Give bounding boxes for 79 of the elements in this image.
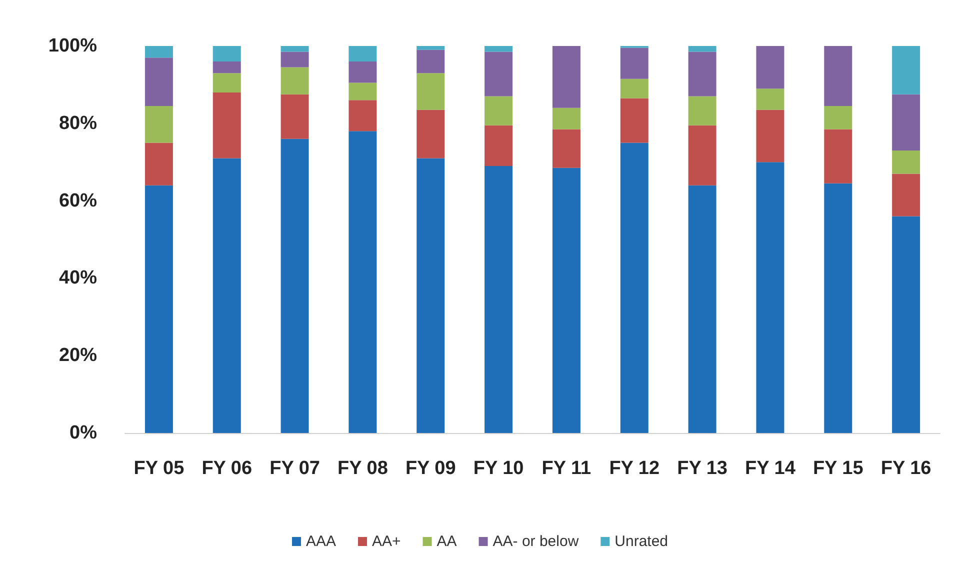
bar	[144, 142, 173, 186]
bar	[620, 142, 648, 433]
bar	[416, 158, 445, 433]
bar	[416, 73, 445, 110]
x-tick-label: FY 11	[542, 458, 592, 479]
bar	[280, 67, 309, 94]
bar	[756, 46, 784, 89]
x-tick-label: FY 13	[677, 458, 728, 479]
bar	[484, 52, 513, 96]
y-tick-label: 20%	[58, 345, 98, 366]
bar	[416, 110, 445, 158]
x-tick-label: FY 12	[609, 458, 660, 479]
y-tick-label: 100%	[48, 36, 98, 56]
bar	[824, 129, 852, 184]
bar	[892, 174, 920, 216]
bar	[348, 82, 377, 100]
x-tick-label: FY 14	[745, 458, 796, 479]
x-tick-label: FY 07	[270, 458, 320, 479]
bar	[552, 108, 580, 130]
bar	[280, 46, 309, 52]
bar	[824, 106, 852, 130]
bar	[348, 100, 377, 132]
bar	[348, 46, 377, 62]
bar	[824, 46, 852, 106]
bar	[212, 158, 241, 433]
bar	[892, 150, 920, 174]
bar	[756, 110, 784, 162]
bar	[484, 166, 513, 433]
bar	[688, 46, 716, 52]
bar	[892, 216, 920, 433]
bar	[552, 46, 580, 108]
bar	[688, 125, 716, 186]
bar	[620, 78, 648, 98]
x-tick-label: FY 05	[134, 458, 185, 479]
x-tick-label: FY 06	[202, 458, 252, 479]
bar	[144, 106, 173, 143]
bar	[620, 48, 648, 79]
y-tick-label: 0%	[70, 422, 98, 444]
bar	[892, 46, 920, 94]
bar	[416, 46, 445, 50]
y-tick-label: 80%	[58, 112, 98, 134]
bar	[348, 61, 377, 83]
x-tick-label: FY 16	[880, 458, 932, 479]
x-tick-label: FY 15	[812, 458, 864, 479]
bar	[212, 46, 241, 62]
bar	[756, 88, 784, 110]
bar	[144, 46, 173, 58]
y-tick-label: 40%	[58, 268, 98, 289]
bar	[824, 183, 852, 433]
bar	[552, 168, 580, 433]
bar	[484, 46, 513, 52]
bar	[484, 125, 513, 166]
bar	[756, 162, 784, 433]
bar	[348, 131, 377, 433]
bar	[144, 58, 173, 106]
bar	[688, 185, 716, 433]
y-tick-label: 60%	[58, 190, 98, 212]
bar	[212, 73, 241, 92]
bar	[144, 185, 173, 433]
bar	[280, 94, 309, 139]
legend-label: AA+	[372, 533, 402, 550]
bar	[484, 96, 513, 126]
x-tick-label: FY 10	[473, 458, 524, 479]
bar	[688, 96, 716, 126]
x-tick-label: FY 09	[405, 458, 456, 479]
bar	[280, 138, 309, 433]
legend-label: Unrated	[614, 533, 668, 550]
bar	[620, 98, 648, 143]
bar	[552, 129, 580, 168]
bar	[688, 52, 716, 96]
bar	[892, 94, 920, 150]
legend-label: AA- or below	[492, 533, 579, 550]
bar	[416, 50, 445, 74]
bar	[280, 52, 309, 68]
bar	[212, 92, 241, 158]
x-tick-label: FY 08	[338, 458, 388, 479]
bar	[212, 61, 241, 74]
legend-label: AAA	[306, 533, 336, 550]
legend-label: AA	[436, 533, 457, 550]
